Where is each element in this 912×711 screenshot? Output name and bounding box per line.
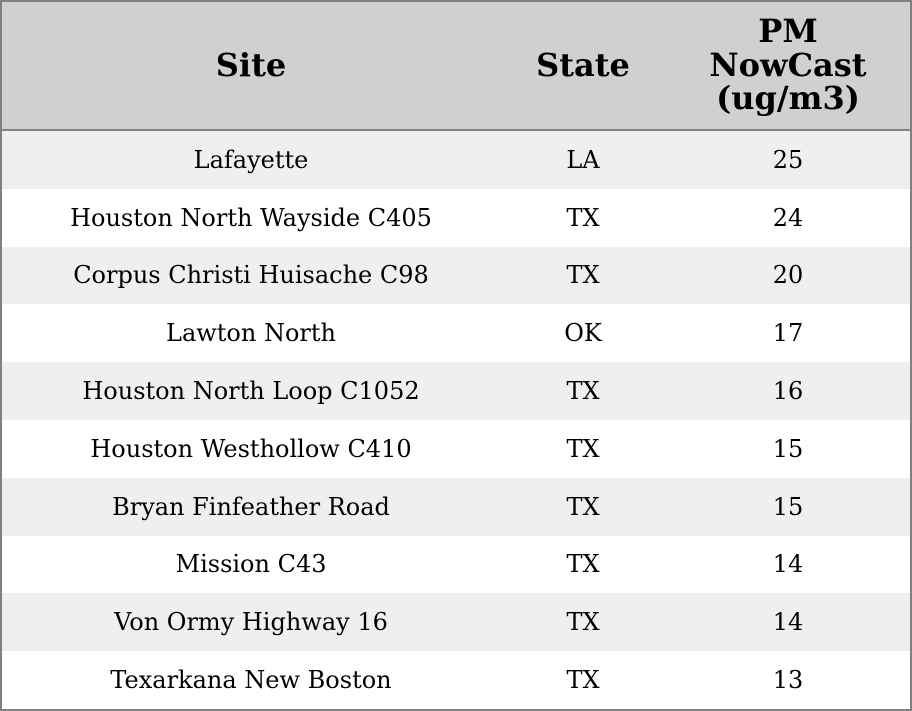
table-row: Corpus Christi Huisache C98 TX 20 bbox=[2, 246, 910, 305]
table-row: Von Ormy Highway 16 TX 14 bbox=[2, 593, 910, 652]
header-cell: State bbox=[500, 2, 666, 131]
table-cell: LA bbox=[500, 130, 666, 189]
table-cell: 14 bbox=[666, 535, 910, 594]
header-cell: PM NowCast (ug/m3) bbox=[666, 2, 910, 131]
table-cell: Corpus Christi Huisache C98 bbox=[2, 246, 500, 305]
table-row: Houston North Loop C1052 TX 16 bbox=[2, 362, 910, 420]
table-row: Lafayette LA 25 bbox=[2, 130, 910, 189]
table-cell: TX bbox=[500, 246, 666, 305]
table-cell: Bryan Finfeather Road bbox=[2, 477, 500, 536]
table-cell: TX bbox=[500, 362, 666, 420]
table-cell: 16 bbox=[666, 362, 910, 420]
table-row: Houston Westhollow C410 TX 15 bbox=[2, 419, 910, 478]
header-text: State bbox=[536, 45, 630, 84]
table-cell: 20 bbox=[666, 246, 910, 305]
table-cell: Texarkana New Boston bbox=[2, 651, 500, 709]
table-cell: Lawton North bbox=[2, 304, 500, 363]
table-cell: TX bbox=[500, 419, 666, 478]
table-cell: Mission C43 bbox=[2, 535, 500, 594]
table-cell: 14 bbox=[666, 593, 910, 652]
table-cell: Von Ormy Highway 16 bbox=[2, 593, 500, 652]
table-cell: 24 bbox=[666, 188, 910, 247]
table-cell: TX bbox=[500, 651, 666, 709]
table-row: Texarkana New Boston TX 13 bbox=[2, 651, 910, 709]
table-cell: Houston Westhollow C410 bbox=[2, 419, 500, 478]
table-cell: TX bbox=[500, 188, 666, 247]
table-cell: 15 bbox=[666, 477, 910, 536]
table-cell: Houston North Wayside C405 bbox=[2, 188, 500, 247]
header-text: Site bbox=[215, 45, 287, 84]
header-text: PM NowCast (ug/m3) bbox=[709, 12, 867, 118]
table-row: Lawton North OK 17 bbox=[2, 304, 910, 363]
header-cell: Site bbox=[2, 2, 500, 131]
table-row: Mission C43 TX 14 bbox=[2, 535, 910, 594]
table-cell: 25 bbox=[666, 130, 910, 189]
table-cell: 15 bbox=[666, 419, 910, 478]
table-row: Houston North Wayside C405 TX 24 bbox=[2, 188, 910, 247]
table-cell: 13 bbox=[666, 651, 910, 709]
table-cell: Lafayette bbox=[2, 130, 500, 189]
table-cell: TX bbox=[500, 593, 666, 652]
table-cell: TX bbox=[500, 535, 666, 594]
table-cell: 17 bbox=[666, 304, 910, 363]
table-row: Bryan Finfeather Road TX 15 bbox=[2, 477, 910, 536]
table-cell: Houston North Loop C1052 bbox=[2, 362, 500, 420]
table-cell: OK bbox=[500, 304, 666, 363]
header-row: Site State PM NowCast (ug/m3) bbox=[2, 2, 910, 131]
table-cell: TX bbox=[500, 477, 666, 536]
